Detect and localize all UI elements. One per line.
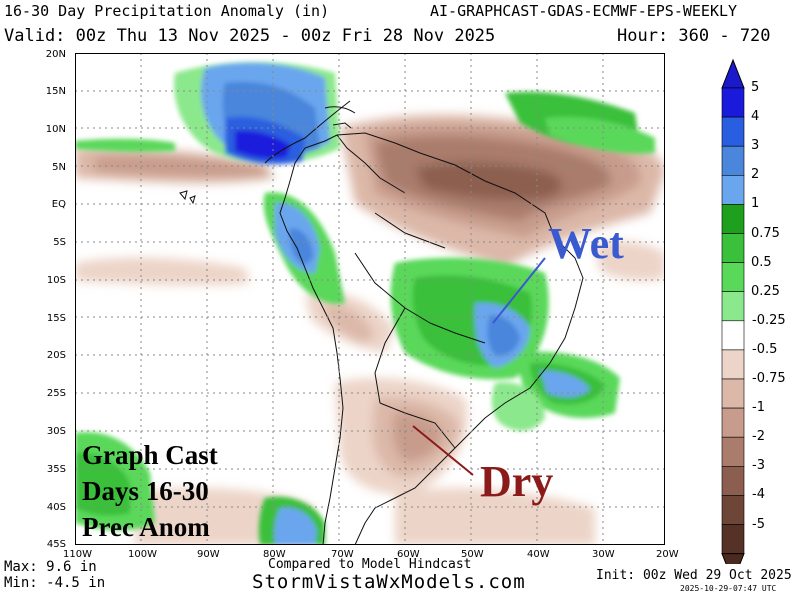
dry-label: Dry (480, 457, 554, 506)
colorbar-swatch (721, 204, 745, 234)
render-timestamp: 2025-10-29-07:47 UTC (680, 584, 777, 593)
colorbar-label: 3 (751, 138, 760, 154)
colorbar-label: -0.5 (752, 341, 778, 357)
wet-pointer-line (492, 257, 546, 324)
wet-label: Wet (548, 219, 624, 268)
lon-label: 40W (527, 549, 550, 560)
colorbar-label: -3 (752, 458, 765, 474)
lat-label: 35S (46, 464, 66, 475)
colorbar-label: 5 (751, 80, 760, 95)
chart-title: 16-30 Day Precipitation Anomaly (in) (4, 2, 330, 20)
lon-label: 30W (592, 549, 615, 560)
colorbar-swatch (721, 320, 745, 351)
lat-label: 30S (46, 426, 66, 437)
lat-label: 15N (45, 86, 66, 97)
valid-period: Valid: 00z Thu 13 Nov 2025 - 00z Fri 28 … (4, 26, 496, 46)
lat-label: 25S (46, 388, 66, 399)
map-grid (75, 53, 665, 545)
colorbar-swatch (721, 436, 745, 467)
colorbar-label: -4 (752, 487, 765, 503)
hindcast-note: Compared to Model Hindcast (268, 557, 472, 572)
forecast-hour: Hour: 360 - 720 (617, 26, 771, 46)
colorbar-swatch (721, 407, 745, 438)
colorbar-label: -1 (752, 400, 765, 416)
min-value: Min: -4.5 in (4, 575, 106, 591)
precip-anomaly-map (75, 53, 665, 545)
colorbar-swatch (721, 465, 745, 496)
colorbar-cap-top (721, 58, 745, 89)
colorbar-swatch (721, 233, 745, 263)
colorbar-label: 2 (751, 167, 760, 183)
colorbar-swatch (721, 262, 745, 293)
colorbar-swatch (721, 378, 745, 409)
colorbar-swatch (721, 175, 745, 205)
colorbar-swatch (721, 349, 745, 380)
lon-label: 70W (331, 549, 354, 560)
lat-label: 10N (45, 124, 66, 135)
lat-label: 20S (46, 350, 66, 361)
colorbar-label: 0.5 (751, 254, 772, 270)
lon-label: 90W (197, 549, 220, 560)
colorbar-label: 0.25 (751, 283, 780, 299)
colorbar-label: -5 (752, 516, 765, 532)
lat-label: 10S (46, 275, 66, 286)
lon-label: 110W (63, 549, 92, 560)
colorbar-label: 0.75 (751, 225, 780, 241)
model-name: AI-GRAPHCAST-GDAS-ECMWF-EPS-WEEKLY (430, 2, 738, 20)
graphcast-box-line-1: Graph Cast (82, 440, 218, 470)
max-value: Max: 9.6 in (4, 559, 97, 575)
graphcast-box-line-2: Days 16-30 (82, 476, 209, 506)
lon-label: 50W (461, 549, 484, 560)
dry-pointer-line (412, 425, 474, 476)
graphcast-box-line-3: Prec Anom (82, 512, 210, 542)
wet-anomaly-fields (75, 61, 655, 545)
init-time: Init: 00z Wed 29 Oct 2025 (596, 568, 792, 583)
colorbar-swatch (721, 87, 745, 118)
lat-label: 20N (45, 49, 66, 60)
lon-label: 80W (263, 549, 286, 560)
lat-label: 45S (46, 539, 66, 550)
lon-label: 60W (397, 549, 420, 560)
colorbar-label: -0.25 (752, 312, 786, 328)
colorbar-cap-bottom (721, 553, 745, 564)
colorbar-swatch (721, 524, 745, 554)
colorbar-swatch (721, 145, 745, 176)
colorbar-label: -2 (752, 429, 765, 445)
lat-label: 5N (52, 162, 66, 173)
coastlines (179, 100, 584, 545)
lon-label: 100W (128, 549, 157, 560)
map-border (75, 53, 665, 545)
lat-label: 5S (53, 237, 66, 248)
site-name: StormVistaWxModels.com (252, 571, 526, 593)
colorbar-swatch (721, 291, 745, 322)
colorbar-label: 1 (751, 196, 760, 212)
lat-label: 15S (46, 313, 66, 324)
lat-label: 40S (46, 502, 66, 513)
colorbar-swatch (721, 495, 745, 525)
colorbar (721, 58, 745, 564)
lon-label: 20W (656, 549, 679, 560)
colorbar-label: -0.75 (752, 371, 786, 386)
colorbar-swatch (721, 116, 745, 147)
lat-label: EQ (51, 199, 66, 210)
colorbar-label: 4 (751, 109, 760, 125)
